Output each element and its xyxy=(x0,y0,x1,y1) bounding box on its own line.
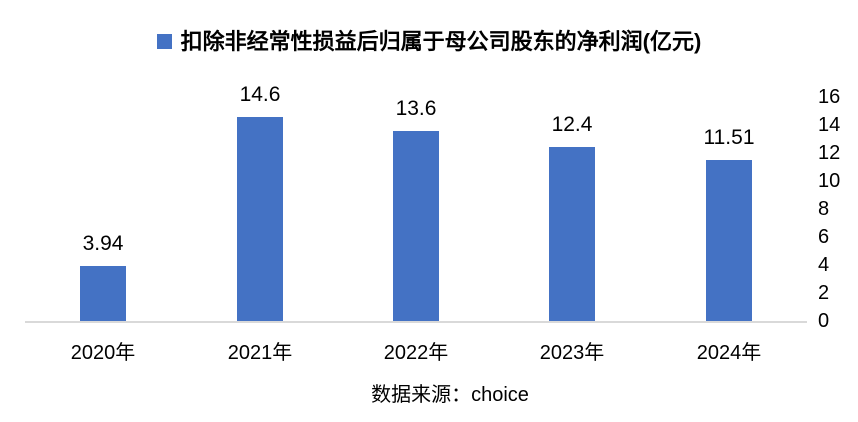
y-axis-tick: 14 xyxy=(818,114,841,136)
y-axis-tick: 16 xyxy=(818,86,841,108)
bar-2024年 xyxy=(706,160,752,321)
source-note: 数据来源：choice xyxy=(371,384,529,406)
bar-2023年 xyxy=(549,147,595,321)
legend-swatch-icon xyxy=(156,33,172,49)
y-axis-tick: 0 xyxy=(818,310,830,332)
y-axis-tick: 8 xyxy=(818,198,830,220)
value-label: 3.94 xyxy=(82,232,124,255)
bar-2020年 xyxy=(80,266,126,321)
y-axis-tick: 2 xyxy=(818,282,830,304)
y-axis-tick: 4 xyxy=(818,254,830,276)
x-axis-label: 2023年 xyxy=(539,342,605,364)
legend-label: 扣除非经常性损益后归属于母公司股东的净利润(亿元) xyxy=(180,29,702,54)
x-axis-label: 2021年 xyxy=(227,342,293,364)
value-label: 14.6 xyxy=(239,83,281,106)
y-axis-tick: 10 xyxy=(818,170,841,192)
y-axis-tick: 12 xyxy=(818,142,841,164)
y-axis-tick: 6 xyxy=(818,226,830,248)
value-label: 11.51 xyxy=(703,126,755,149)
value-label: 13.6 xyxy=(395,97,437,120)
value-label: 12.4 xyxy=(551,113,593,136)
x-axis-label: 2020年 xyxy=(70,342,136,364)
x-axis-label: 2024年 xyxy=(696,342,762,364)
x-axis-label: 2022年 xyxy=(383,342,449,364)
bar-2022年 xyxy=(393,131,439,321)
x-axis-line xyxy=(25,321,807,323)
bar-2021年 xyxy=(237,117,283,321)
legend: 扣除非经常性损益后归属于母公司股东的净利润(亿元) xyxy=(0,24,858,56)
